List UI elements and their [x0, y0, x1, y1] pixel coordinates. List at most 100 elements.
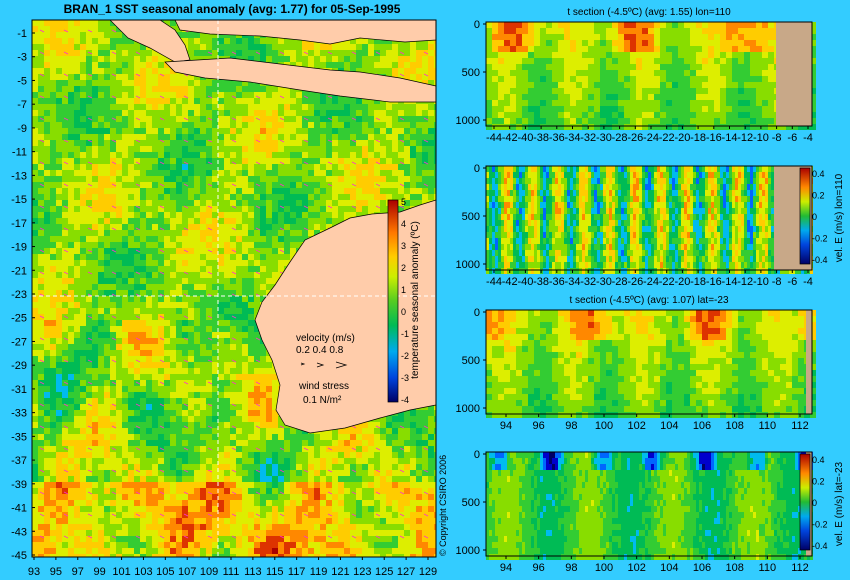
section-x-tick-label: 108 — [725, 562, 743, 574]
section-x-tick-label: -44 — [486, 132, 502, 144]
section-heatmap-1 — [486, 22, 816, 130]
section-x-tick-label: 102 — [627, 420, 645, 432]
section-x-tick-label: -42 — [502, 132, 518, 144]
section-x-tick-label: -44 — [486, 276, 502, 288]
section-x-tick-label: 104 — [660, 420, 678, 432]
map-lat-tick-label: -3 — [17, 52, 27, 64]
map-colorbar-tick-label: -4 — [401, 395, 409, 405]
section-y-tick-label: 1000 — [456, 403, 480, 415]
section-y-tick-label: 500 — [462, 355, 480, 367]
section-x-tick-label: -4 — [803, 276, 813, 288]
section-colorbar-label-2: vel. E (m/s) lon=110 — [834, 173, 845, 262]
section-colorbar-tick-label: 0.2 — [812, 477, 825, 487]
map-lon-tick-label: 123 — [353, 566, 371, 578]
section-x-tick-label: -10 — [753, 276, 769, 288]
section-x-tick-label: -36 — [549, 132, 565, 144]
map-lat-tick-label: -25 — [11, 313, 27, 325]
section-x-tick-label: -30 — [596, 132, 612, 144]
map-lat-tick-label: -41 — [11, 503, 27, 515]
map-lon-tick-label: 115 — [266, 566, 284, 578]
section-x-tick-label: 100 — [595, 420, 613, 432]
section-x-tick-label: -38 — [533, 276, 549, 288]
section-x-tick-label: -14 — [722, 132, 738, 144]
map-lat-tick-label: -9 — [17, 123, 27, 135]
map-lon-tick-label: 99 — [94, 566, 106, 578]
map-colorbar-tick-label: 5 — [401, 197, 406, 207]
section-x-tick-label: -26 — [627, 276, 643, 288]
section-heatmap-4 — [486, 452, 813, 560]
velocity-legend-scale: 0.2 0.4 0.8 — [296, 345, 344, 356]
map-lat-tick-label: -31 — [11, 384, 27, 396]
section-y-tick-label: 1000 — [456, 259, 480, 271]
map-colorbar-tick-label: 2 — [401, 263, 406, 273]
map-colorbar-tick-label: -3 — [401, 373, 409, 383]
section-x-tick-label: 104 — [660, 562, 678, 574]
section-y-tick-label: 0 — [474, 449, 480, 461]
section-x-tick-label: -34 — [565, 132, 581, 144]
section-x-tick-label: -36 — [549, 276, 565, 288]
map-lon-tick-label: 97 — [72, 566, 84, 578]
section-x-tick-label: -18 — [690, 132, 706, 144]
map-lon-tick-label: 105 — [156, 566, 174, 578]
section-x-tick-label: -26 — [627, 132, 643, 144]
section-x-tick-label: -34 — [565, 276, 581, 288]
section-x-tick-label: -4 — [803, 132, 813, 144]
map-lon-tick-label: 95 — [50, 566, 62, 578]
section-x-tick-label: 110 — [759, 420, 777, 432]
section-colorbar-4 — [799, 453, 811, 551]
section-x-tick-label: -14 — [722, 276, 738, 288]
copyright-notice: © Copyright CSIRO 2006 — [438, 455, 448, 556]
map-colorbar-ticks: 5 4 3 2 1 0 -1 -2 -3 -4 — [401, 197, 409, 405]
section-panel-4: 0 500 1000 94 96 98 100 102 104 106 108 110 112 0.4 0.… — [456, 449, 845, 574]
section-x-tick-label: 106 — [693, 562, 711, 574]
map-lat-tick-label: -39 — [11, 479, 27, 491]
section-x-tick-label: -22 — [659, 276, 675, 288]
section-x-tick-label: -12 — [737, 276, 753, 288]
section-colorbar-tick-label: 0 — [812, 212, 817, 222]
map-lat-tick-label: -33 — [11, 408, 27, 420]
section-colorbar-tick-label: 0.2 — [812, 191, 825, 201]
section-x-tick-label: 96 — [533, 562, 545, 574]
section-x-tick-label: -28 — [612, 132, 628, 144]
velocity-legend-arrows — [300, 361, 348, 369]
map-lat-tick-label: -37 — [11, 455, 27, 467]
map-colorbar-tick-label: 4 — [401, 219, 406, 229]
section-colorbar-tick-label: 0.4 — [812, 455, 825, 465]
section-x-tick-label: -32 — [580, 132, 596, 144]
map-lat-tick-label: -19 — [11, 242, 27, 254]
map-lat-axis: -1 -3 -5 -7 -9 -11 -13 -15 -17 -19 -21 -23 -25 -27 -29… — [11, 28, 35, 562]
section-x-tick-label: -6 — [787, 132, 797, 144]
map-lat-tick-label: -45 — [11, 550, 27, 562]
section-x-tick-label: -24 — [643, 132, 659, 144]
section-panel-1: t section (-4.5ºC) (avg: 1.55) lon=110 0 5… — [456, 7, 816, 144]
map-colorbar-tick-label: -1 — [401, 329, 409, 339]
map-lat-tick-label: -15 — [11, 194, 27, 206]
section-x-tick-label: 102 — [627, 562, 645, 574]
section-land-1 — [776, 22, 812, 126]
section-x-tick-label: -8 — [772, 132, 782, 144]
section-x-tick-label: -24 — [643, 276, 659, 288]
section-y-tick-label: 1000 — [456, 545, 480, 557]
section-x-tick-label: -30 — [596, 276, 612, 288]
section-y-tick-label: 500 — [462, 497, 480, 509]
section-y-tick-label: 0 — [474, 163, 480, 175]
section-colorbar-tick-label: -0.4 — [812, 541, 828, 551]
map-colorbar-tick-label: 0 — [401, 307, 406, 317]
map-colorbar-tick-label: 3 — [401, 241, 406, 251]
section-x-tick-label: -16 — [706, 276, 722, 288]
land-borneo — [174, 20, 436, 45]
section-colorbar-2 — [799, 167, 811, 265]
section-x-tick-label: 94 — [500, 562, 512, 574]
map-lon-tick-label: 119 — [310, 566, 328, 578]
map-lat-tick-label: -11 — [12, 147, 27, 159]
map-lon-tick-label: 109 — [200, 566, 218, 578]
section-y-tick-label: 0 — [474, 19, 480, 31]
section-x-tick-label: -20 — [674, 132, 690, 144]
section-x-tick-label: 112 — [791, 420, 809, 432]
section-x-tick-label: -32 — [580, 276, 596, 288]
map-lat-tick-label: -35 — [11, 431, 27, 443]
section-x-tick-label: 100 — [595, 562, 613, 574]
section-colorbar-tick-label: 0 — [812, 498, 817, 508]
map-lat-tick-label: -13 — [11, 170, 27, 182]
map-lon-tick-label: 117 — [288, 566, 306, 578]
